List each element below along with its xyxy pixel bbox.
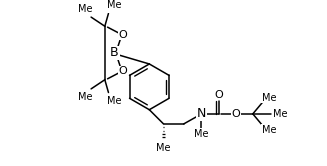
Text: O: O (231, 109, 240, 119)
Text: Me: Me (107, 96, 121, 106)
Text: N: N (197, 107, 206, 120)
Text: Me: Me (78, 92, 93, 102)
Text: O: O (215, 90, 224, 100)
Text: O: O (119, 66, 128, 76)
Text: B: B (110, 46, 119, 59)
Text: O: O (119, 30, 128, 40)
Text: Me: Me (78, 4, 93, 14)
Text: Me: Me (262, 93, 276, 103)
Text: Me: Me (156, 143, 171, 153)
Text: Me: Me (107, 0, 121, 10)
Text: Me: Me (194, 129, 208, 139)
Text: Me: Me (262, 125, 276, 135)
Text: Me: Me (273, 109, 287, 119)
